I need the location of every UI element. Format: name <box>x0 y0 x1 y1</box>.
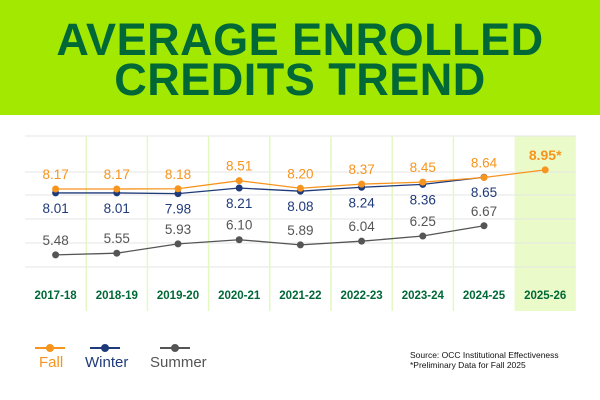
series-line-winter <box>55 176 485 195</box>
data-point-summer <box>113 249 121 257</box>
data-point-summer <box>174 240 182 248</box>
data-point-winter <box>235 184 243 192</box>
data-label-fall: 8.17 <box>42 167 68 182</box>
legend-marker-icon <box>46 344 54 352</box>
data-point-summer <box>235 236 243 244</box>
data-label-summer: 5.55 <box>104 231 130 246</box>
data-point-fall <box>358 180 366 188</box>
chart-title-line-1: AVERAGE ENROLLED <box>56 14 544 65</box>
data-point-winter <box>174 190 182 198</box>
source-note: Source: OCC Institutional Effectiveness <box>410 350 559 360</box>
legend-marker-icon <box>171 344 179 352</box>
category-label: 2019-20 <box>157 290 199 302</box>
header-banner: AVERAGE ENROLLED CREDITS TREND <box>0 0 600 115</box>
data-label-fall: 8.18 <box>165 167 191 182</box>
data-label-winter: 8.65 <box>471 185 497 200</box>
data-label-summer: 5.93 <box>165 222 191 237</box>
category-label: 2017-18 <box>34 290 77 302</box>
data-point-summer <box>419 232 427 240</box>
data-label-summer: 6.25 <box>410 214 436 229</box>
legend-label: Winter <box>85 354 129 371</box>
category-label: 2018-19 <box>96 290 138 302</box>
data-point-summer <box>52 251 60 259</box>
category-label: 2021-22 <box>279 290 321 302</box>
data-point-fall <box>235 177 243 185</box>
data-label-winter: 8.24 <box>348 195 375 210</box>
data-label-summer: 6.67 <box>471 204 497 219</box>
category-label: 2024-25 <box>463 290 506 302</box>
category-label: 2020-21 <box>218 290 261 302</box>
data-point-fall <box>296 184 304 192</box>
data-label-fall: 8.45 <box>410 160 436 175</box>
data-point-summer <box>480 222 488 230</box>
data-point-fall <box>480 173 488 181</box>
data-label-fall: 8.17 <box>104 167 130 182</box>
chart-title-line-2: CREDITS TREND <box>114 54 486 105</box>
data-point-summer <box>296 241 304 249</box>
legend-label: Fall <box>39 354 64 371</box>
preliminary-footnote: *Preliminary Data for Fall 2025 <box>410 360 526 370</box>
data-label-summer: 6.10 <box>226 218 252 233</box>
line-chart: 2017-18 2018-19 2019-20 2020-21 2021-22 2022-… <box>25 135 576 311</box>
data-label-winter: 8.36 <box>410 192 436 207</box>
legend-label: Summer <box>150 354 207 371</box>
highlight-column <box>514 136 576 311</box>
data-point-fall <box>419 178 427 186</box>
data-point-fall <box>113 185 121 193</box>
data-label-summer: 6.04 <box>348 219 375 234</box>
data-point-fall <box>174 185 182 193</box>
data-label-winter: 8.01 <box>104 201 130 216</box>
data-label-winter: 7.98 <box>165 202 191 217</box>
data-label-fall: 8.95* <box>529 147 562 163</box>
data-point-summer <box>358 237 366 245</box>
data-label-fall: 8.20 <box>287 166 313 181</box>
category-label: 2025-26 <box>524 290 566 302</box>
data-point-fall <box>52 185 60 193</box>
data-label-winter: 8.21 <box>226 196 252 211</box>
category-label: 2022-23 <box>340 290 382 302</box>
chart-notes: Source: OCC Institutional Effectiveness … <box>410 350 559 370</box>
data-label-winter: 8.01 <box>42 201 68 216</box>
data-label-fall: 8.64 <box>471 155 498 170</box>
data-label-winter: 8.08 <box>287 199 313 214</box>
data-label-fall: 8.51 <box>226 159 252 174</box>
data-label-fall: 8.37 <box>348 162 374 177</box>
data-point-fall <box>541 166 549 174</box>
series-line-summer <box>55 225 485 256</box>
data-label-summer: 5.48 <box>42 233 68 248</box>
legend-marker-icon <box>101 344 109 352</box>
data-label-summer: 5.89 <box>287 223 313 238</box>
category-label: 2023-24 <box>402 290 445 302</box>
